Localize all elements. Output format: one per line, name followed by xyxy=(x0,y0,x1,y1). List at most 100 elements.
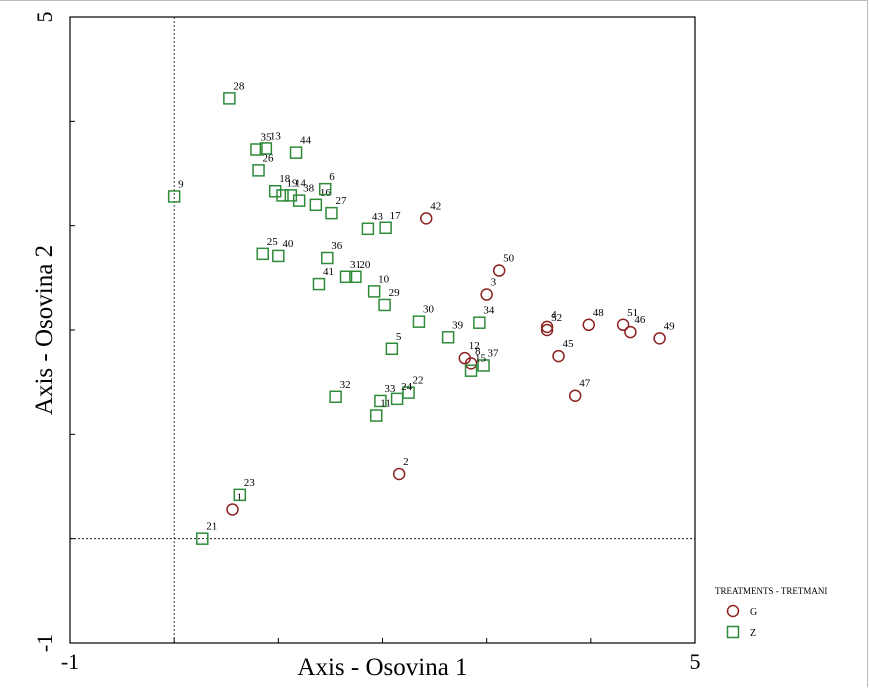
x-axis-title: Axis - Osovina 1 xyxy=(297,654,467,681)
point-g-52 xyxy=(540,323,554,337)
point-z-16 xyxy=(309,198,323,212)
point-z-28 xyxy=(223,92,236,105)
point-z-35 xyxy=(250,143,263,156)
point-z-11 xyxy=(370,409,383,422)
point-label: 3 xyxy=(491,277,497,289)
point-label: 19 xyxy=(287,177,299,189)
point-z-22 xyxy=(402,386,415,399)
point-g-46 xyxy=(624,325,637,339)
point-g-8 xyxy=(464,357,478,370)
point-label: 6 xyxy=(329,171,335,183)
point-label: 17 xyxy=(390,210,402,222)
y-axis-title: Axis - Osovina 2 xyxy=(31,245,58,415)
point-z-24 xyxy=(390,392,404,406)
point-label: 27 xyxy=(335,195,347,207)
point-label: 32 xyxy=(340,379,351,391)
point-label: 20 xyxy=(359,259,371,271)
point-label: 8 xyxy=(475,345,481,357)
point-z-29 xyxy=(378,298,391,312)
point-g-47 xyxy=(568,389,582,402)
point-label: 15 xyxy=(475,353,487,365)
point-z-33 xyxy=(374,394,387,408)
point-z-5 xyxy=(385,342,399,356)
point-g-42 xyxy=(420,212,433,225)
point-label: 25 xyxy=(267,236,279,248)
point-z-10 xyxy=(367,285,381,298)
plot-area-border xyxy=(69,16,696,644)
point-z-21 xyxy=(196,532,209,545)
point-z-18 xyxy=(268,184,282,198)
point-label: 11 xyxy=(380,398,391,410)
point-g-3 xyxy=(480,288,493,301)
legend-marker-z xyxy=(726,625,740,639)
point-z-25 xyxy=(256,247,269,261)
point-label: 29 xyxy=(389,287,401,299)
legend-label: G xyxy=(750,607,757,618)
point-z-6 xyxy=(318,182,332,196)
point-label: 41 xyxy=(323,266,334,278)
point-label: 50 xyxy=(503,253,514,265)
legend-marker-g xyxy=(726,604,740,618)
point-label: 46 xyxy=(634,314,646,326)
point-z-27 xyxy=(325,206,338,220)
point-z-19 xyxy=(276,189,289,202)
point-z-26 xyxy=(252,164,265,177)
point-z-17 xyxy=(379,221,392,235)
point-label: 33 xyxy=(384,383,396,395)
point-label: 26 xyxy=(263,152,275,164)
point-label: 1 xyxy=(237,491,243,503)
point-label: 43 xyxy=(372,211,384,223)
point-label: 12 xyxy=(469,340,480,352)
point-label: 52 xyxy=(551,312,562,324)
point-z-15 xyxy=(464,364,478,377)
point-label: 16 xyxy=(320,187,332,199)
point-label: 14 xyxy=(295,177,307,189)
point-z-44 xyxy=(289,146,303,159)
point-z-39 xyxy=(441,331,455,344)
point-label: 49 xyxy=(664,320,676,332)
point-z-30 xyxy=(412,315,426,328)
point-label: 10 xyxy=(378,273,390,285)
point-z-9 xyxy=(167,190,181,203)
x-tick-label: 5 xyxy=(690,649,701,674)
point-label: 45 xyxy=(563,338,575,350)
point-label: 51 xyxy=(627,307,638,319)
legend-title: TREATMENTS - TRETMANI xyxy=(715,586,827,596)
point-z-37 xyxy=(477,359,490,372)
point-g-49 xyxy=(653,332,666,345)
point-label: 9 xyxy=(178,178,184,190)
point-label: 22 xyxy=(413,375,424,387)
point-z-41 xyxy=(312,277,326,291)
point-z-31 xyxy=(339,270,353,284)
point-g-48 xyxy=(582,318,595,332)
point-label: 2 xyxy=(403,456,409,468)
point-z-32 xyxy=(329,390,342,404)
point-label: 24 xyxy=(401,381,413,393)
point-label: 4 xyxy=(551,309,557,321)
point-label: 34 xyxy=(483,305,495,317)
point-label: 38 xyxy=(303,183,315,195)
point-label: 21 xyxy=(206,521,217,533)
point-label: 30 xyxy=(423,304,435,316)
point-label: 44 xyxy=(300,135,312,147)
point-label: 40 xyxy=(282,238,294,250)
point-g-45 xyxy=(552,349,565,363)
point-label: 13 xyxy=(270,130,282,142)
point-label: 35 xyxy=(260,132,272,144)
point-label: 47 xyxy=(579,378,591,390)
point-label: 39 xyxy=(452,319,464,331)
point-g-4 xyxy=(540,320,554,334)
point-label: 5 xyxy=(396,331,402,343)
point-g-1 xyxy=(226,503,239,516)
point-z-20 xyxy=(349,270,362,284)
point-z-34 xyxy=(473,316,486,329)
point-label: 18 xyxy=(279,173,291,185)
point-z-23 xyxy=(233,488,247,502)
point-z-13 xyxy=(259,142,273,155)
point-label: 48 xyxy=(593,307,605,319)
legend-label: Z xyxy=(750,628,756,639)
point-label: 37 xyxy=(488,347,500,359)
point-g-51 xyxy=(616,318,630,332)
